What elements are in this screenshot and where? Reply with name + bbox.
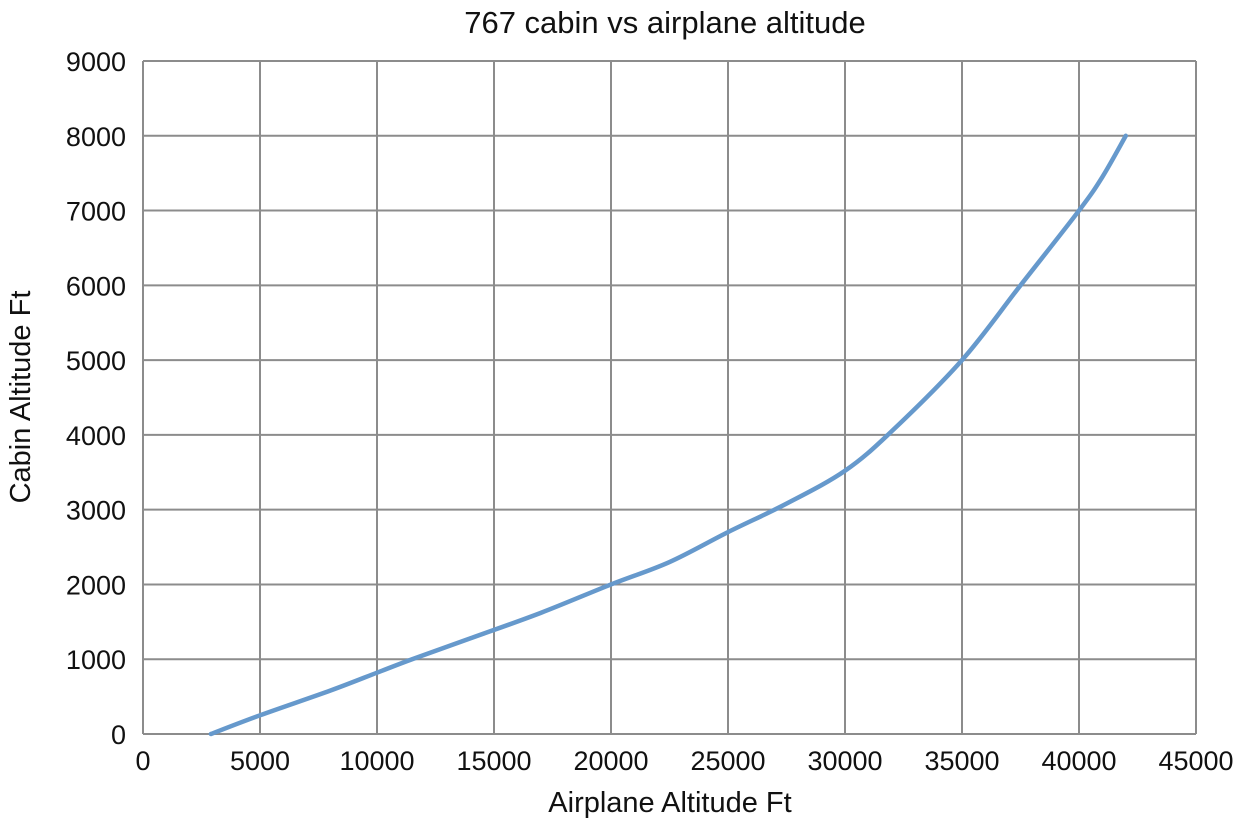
y-tick-label: 3000 <box>66 496 126 526</box>
chart-title: 767 cabin vs airplane altitude <box>464 5 866 40</box>
x-tick-label: 35000 <box>924 746 999 776</box>
x-axis-ticks: 0 5000 10000 15000 20000 25000 30000 35000 40000… <box>135 746 1233 776</box>
x-tick-label: 10000 <box>339 746 414 776</box>
grid <box>142 60 1197 735</box>
y-tick-label: 7000 <box>66 197 126 227</box>
y-tick-label: 5000 <box>66 346 126 376</box>
y-tick-label: 1000 <box>66 645 126 675</box>
y-axis-title: Cabin Altitude Ft <box>5 291 37 504</box>
x-tick-label: 20000 <box>573 746 648 776</box>
x-tick-label: 15000 <box>456 746 531 776</box>
x-tick-label: 40000 <box>1041 746 1116 776</box>
series-line <box>208 133 1129 737</box>
y-tick-label: 2000 <box>66 570 126 600</box>
y-tick-label: 4000 <box>66 421 126 451</box>
y-tick-label: 8000 <box>66 122 126 152</box>
y-axis-ticks: 0 1000 2000 3000 4000 5000 6000 7000 8000 9000 <box>66 47 126 750</box>
x-tick-label: 5000 <box>230 746 290 776</box>
x-tick-label: 25000 <box>690 746 765 776</box>
y-tick-label: 9000 <box>66 47 126 77</box>
y-tick-label: 6000 <box>66 271 126 301</box>
x-tick-label: 30000 <box>807 746 882 776</box>
x-axis-title: Airplane Altitude Ft <box>548 787 791 819</box>
series-layer <box>208 133 1129 737</box>
x-tick-label: 45000 <box>1158 746 1233 776</box>
x-tick-label: 0 <box>135 746 150 776</box>
y-tick-label: 0 <box>111 720 126 750</box>
